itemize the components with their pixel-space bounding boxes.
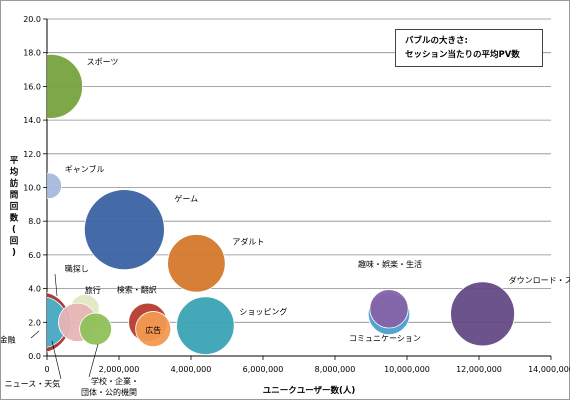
leader-line [54,273,58,297]
y-tick-label: 18.0 [23,49,41,58]
x-tick-label: 8,000,000 [315,365,356,374]
bubble-広告 [135,311,172,348]
y-tick-label: 12.0 [23,150,41,159]
bubble-label: コミュニケーション [349,334,421,343]
y-tick-label: 2.0 [28,318,41,327]
x-tick-label: 6,000,000 [243,365,284,374]
y-tick-label: 10.0 [23,184,41,193]
bubble-学校・企業・団体・公的機関 [79,312,112,346]
x-tick-label: 10,000,000 [384,365,430,374]
bubble-ゲーム [84,189,165,271]
bubble-ダウンロード・ストレージ [450,281,516,347]
bubble-label: ニュース・天気 [5,378,61,388]
bubble-label: 旅行 [85,285,101,295]
x-axis-title: ユニークユーザー数(人) [263,385,356,396]
y-tick-label: 4.0 [28,285,41,294]
bubble-label: 学校・企業・ [91,376,139,386]
y-tick-label: 16.0 [23,82,41,91]
bubble-size-note: バブルの大きさ: セッション当たりの平均PV数 [395,29,543,67]
bubble-label: 検索・翻訳 [117,284,157,294]
x-tick-label: 0 [44,365,49,374]
bubble-label: ギャンブル [65,164,105,174]
leader-line [51,340,62,380]
y-tick-label: 14.0 [23,116,41,125]
bubble-label: 金融 [1,334,16,344]
bubble-label: 広告 [145,325,161,335]
bubble-label: スポーツ [87,57,119,66]
bubble-スポーツ [47,54,83,119]
leader-line [88,343,99,378]
bubble-label: 職探し [65,263,89,273]
bubble-label-cont: 団体・公的機関 [81,387,137,397]
bubble-label: ショッピング [239,307,287,317]
y-tick-label: 20.0 [23,15,41,24]
bubble-label: アダルト [232,236,264,246]
bubble-ギャンブル [47,172,62,200]
x-tick-label: 14,000,000 [528,365,570,374]
bubble-アダルト [167,234,226,293]
y-tick-label: 6.0 [28,251,41,260]
bubble-趣味・娯楽・生活 [369,289,409,329]
bubble-ショッピング [176,296,235,355]
bubble-label: ダウンロード・ストレージ [509,275,570,285]
size-note-line-2: セッション当たりの平均PV数 [405,50,520,60]
y-tick-label: 8.0 [28,217,41,226]
leader-line [30,330,40,339]
x-tick-label: 12,000,000 [456,365,502,374]
x-tick-label: 4,000,000 [171,365,212,374]
size-note-line-1: バブルの大きさ: [405,36,468,46]
bubble-label: 趣味・娯楽・生活 [358,259,422,269]
x-tick-label: 2,000,000 [99,365,140,374]
bubble-label: ゲーム [174,194,198,204]
y-axis-title: 平均訪問回数(回) [10,156,19,258]
y-tick-label: 0.0 [28,352,41,361]
